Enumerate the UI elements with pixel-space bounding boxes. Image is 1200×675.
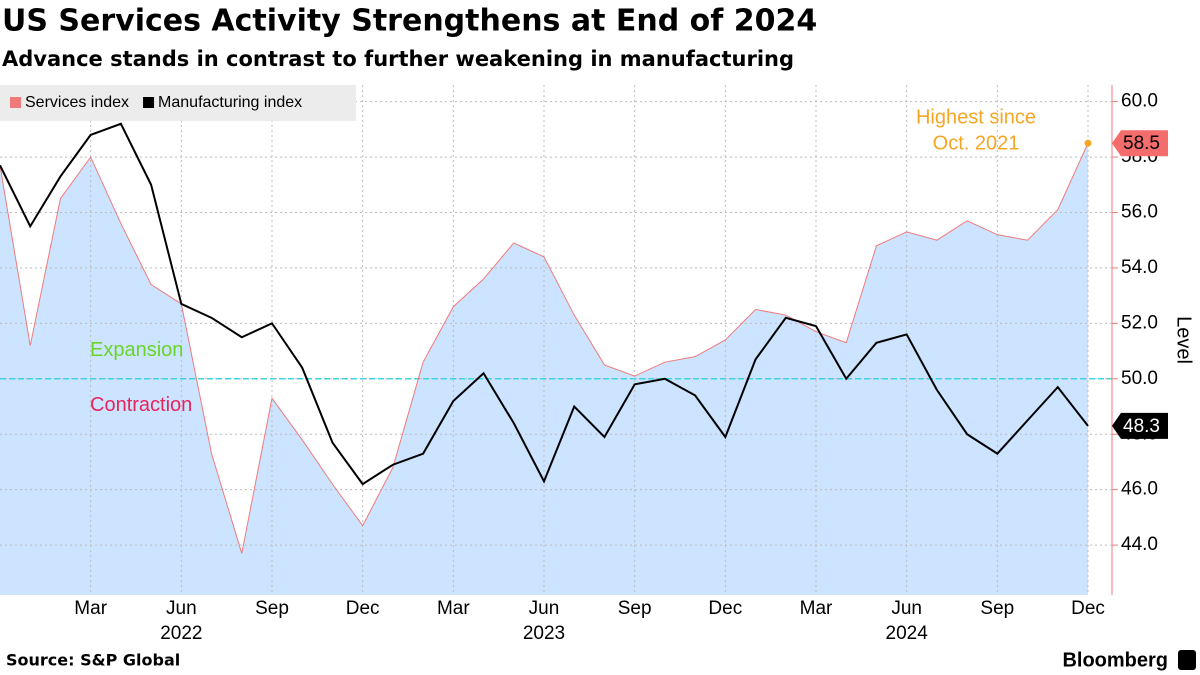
chart-subtitle: Advance stands in contrast to further we… — [2, 47, 794, 71]
brand-icon — [1178, 650, 1196, 670]
chart-title: US Services Activity Strengthens at End … — [2, 4, 817, 39]
annotation-dot — [1084, 139, 1092, 147]
y-tick-label: 46.0 — [1121, 479, 1158, 500]
annotation: Highest since — [916, 106, 1036, 128]
y-tick-label: 52.0 — [1121, 312, 1158, 333]
value-label-box — [1112, 412, 1168, 439]
y-tick-label: 60.0 — [1121, 91, 1158, 112]
x-tick-label: Jun — [166, 598, 197, 619]
legend-swatch — [10, 97, 21, 108]
x-tick-label: Dec — [708, 598, 742, 619]
value-label: 48.3 — [1123, 416, 1160, 437]
x-tick-label: Mar — [74, 598, 107, 619]
legend-swatch — [143, 97, 155, 108]
y-axis-label: Level — [1173, 316, 1195, 364]
x-tick-label: Dec — [1071, 598, 1105, 619]
x-group-label: 2024 — [886, 623, 929, 644]
brand: Bloomberg — [1062, 649, 1168, 671]
x-tick-label: Mar — [437, 598, 470, 619]
x-tick-label: Sep — [255, 598, 289, 619]
y-tick-label: 44.0 — [1121, 534, 1158, 555]
x-group-label: 2023 — [523, 623, 565, 644]
x-tick-label: Sep — [980, 598, 1014, 619]
value-label-box — [1112, 130, 1168, 157]
y-tick-label: 56.0 — [1121, 202, 1158, 223]
area — [0, 143, 1088, 595]
legend-box — [0, 85, 356, 121]
source: Source: S&P Global — [6, 651, 180, 670]
y-tick-label: 50.0 — [1121, 368, 1158, 389]
x-group-label: 2022 — [160, 623, 202, 644]
legend-label: Manufacturing index — [158, 94, 302, 111]
expansion-label: Expansion — [90, 339, 183, 361]
legend-label: Services index — [25, 94, 129, 111]
annotation: Oct. 2021 — [933, 132, 1020, 154]
x-tick-label: Sep — [618, 598, 652, 619]
x-tick-label: Jun — [529, 598, 560, 619]
x-tick-label: Dec — [346, 598, 380, 619]
y-tick-label: 54.0 — [1121, 257, 1158, 278]
legend: Services index Manufacturing index — [0, 85, 356, 121]
x-tick-label: Jun — [891, 598, 922, 619]
contraction-label: Contraction — [90, 394, 192, 416]
x-tick-label: Mar — [800, 598, 833, 619]
line — [0, 122, 1089, 486]
value-label: 58.5 — [1123, 133, 1160, 154]
